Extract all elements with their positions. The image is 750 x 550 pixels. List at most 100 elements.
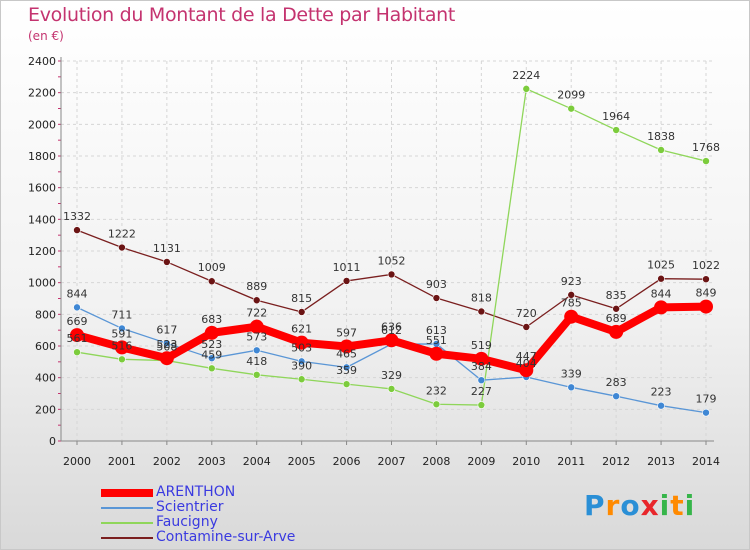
data-point-scientrier [567,383,576,392]
logo-letter: r [605,489,621,522]
legend-swatch-arenthon [101,489,153,497]
legend-swatch-scientrier [101,507,153,509]
y-tick-label: 1200 [28,245,56,258]
legend-swatch-contamine-sur-arve [101,537,153,539]
y-tick-label: 400 [35,372,56,385]
data-point-contamine-sur-arve [432,294,441,302]
x-tick-label: 2005 [288,455,316,468]
data-point-arenthon [384,333,399,348]
data-label-faucigny: 359 [336,364,357,377]
data-label-arenthon: 551 [426,334,447,347]
data-point-scientrier [252,346,261,355]
y-tick-label: 2400 [28,55,56,68]
data-label-arenthon: 689 [606,312,627,325]
data-label-faucigny: 508 [156,341,177,354]
x-tick-label: 2003 [198,455,226,468]
data-label-contamine-sur-arve: 835 [606,289,627,302]
data-point-arenthon [564,309,579,324]
data-label-contamine-sur-arve: 1222 [108,228,136,241]
y-tick-label: 200 [35,403,56,416]
data-label-arenthon: 669 [67,315,88,328]
data-label-arenthon: 683 [201,313,222,326]
data-label-arenthon: 591 [111,327,132,340]
data-label-contamine-sur-arve: 818 [471,291,492,304]
data-label-contamine-sur-arve: 1011 [333,261,361,274]
data-label-scientrier: 404 [516,357,537,370]
data-point-contamine-sur-arve [163,258,171,266]
data-point-arenthon [204,325,219,340]
data-point-arenthon [339,339,354,354]
data-point-contamine-sur-arve [387,270,396,279]
data-label-scientrier: 711 [111,308,132,321]
y-tick-label: 2000 [28,118,56,131]
data-point-contamine-sur-arve [702,275,710,283]
data-point-faucigny [387,385,396,393]
data-point-arenthon [699,299,713,314]
data-label-scientrier: 283 [606,376,627,389]
data-label-scientrier: 223 [651,386,672,399]
data-point-contamine-sur-arve [522,323,531,331]
data-label-faucigny: 1838 [647,130,675,143]
data-point-faucigny [297,375,306,384]
data-label-arenthon: 597 [336,326,357,339]
y-tick-label: 1800 [28,150,56,163]
data-point-contamine-sur-arve [657,274,665,283]
data-label-contamine-sur-arve: 923 [561,275,582,288]
data-label-contamine-sur-arve: 889 [246,280,267,293]
data-label-contamine-sur-arve: 1009 [198,261,226,274]
data-point-scientrier [342,363,351,372]
data-label-scientrier: 339 [561,367,582,380]
data-label-scientrier: 612 [381,324,402,337]
legend-swatch-faucigny [101,522,153,524]
legend-label-faucigny: Faucigny [156,514,218,530]
data-label-scientrier: 465 [336,347,357,360]
data-label-scientrier: 613 [426,324,447,337]
x-tick-label: 2013 [647,455,675,468]
data-label-arenthon: 519 [471,339,492,352]
x-tick-label: 2010 [512,455,540,468]
x-tick-label: 2014 [692,455,720,468]
x-tick-label: 2000 [63,455,91,468]
data-label-scientrier: 384 [471,360,492,373]
data-label-arenthon: 849 [696,287,717,300]
data-label-faucigny: 1768 [692,141,720,154]
y-tick-label: 600 [35,340,56,353]
logo-letter: t [670,489,685,522]
data-point-contamine-sur-arve [342,277,351,285]
data-point-scientrier [702,408,710,417]
data-label-contamine-sur-arve: 1022 [692,259,720,272]
y-tick-label: 1400 [28,213,56,226]
data-point-contamine-sur-arve [73,226,81,234]
data-label-contamine-sur-arve: 1052 [378,254,406,267]
data-point-faucigny [612,126,620,134]
y-tick-label: 800 [35,308,56,321]
chart-title: Evolution du Montant de la Dette par Hab… [28,4,456,26]
data-point-arenthon [114,340,129,355]
legend-label-contamine-sur-arve: Contamine-sur-Arve [156,529,296,545]
data-point-scientrier [163,339,171,348]
y-tick-label: 0 [49,435,56,448]
data-point-arenthon [609,324,624,339]
y-tick-label: 2200 [28,87,56,100]
legend-label-scientrier: Scientrier [156,499,224,515]
data-label-faucigny: 459 [201,348,222,361]
data-label-faucigny: 1964 [602,110,630,123]
data-point-faucigny [342,380,351,388]
x-tick-label: 2009 [467,455,495,468]
data-point-scientrier [297,357,306,366]
data-point-contamine-sur-arve [252,296,261,305]
logo-letter: x [640,489,660,522]
data-label-contamine-sur-arve: 1025 [647,259,675,272]
data-point-faucigny [567,104,576,113]
logo-letter: o [620,489,641,522]
data-point-arenthon [249,319,264,334]
logo-letter: i [659,489,671,522]
data-point-scientrier [73,303,81,312]
x-tick-label: 2011 [557,455,585,468]
x-tick-label: 2006 [333,455,361,468]
data-point-contamine-sur-arve [612,304,620,313]
data-label-faucigny: 390 [291,359,312,372]
data-point-arenthon [474,351,489,366]
x-tick-label: 2001 [108,455,136,468]
